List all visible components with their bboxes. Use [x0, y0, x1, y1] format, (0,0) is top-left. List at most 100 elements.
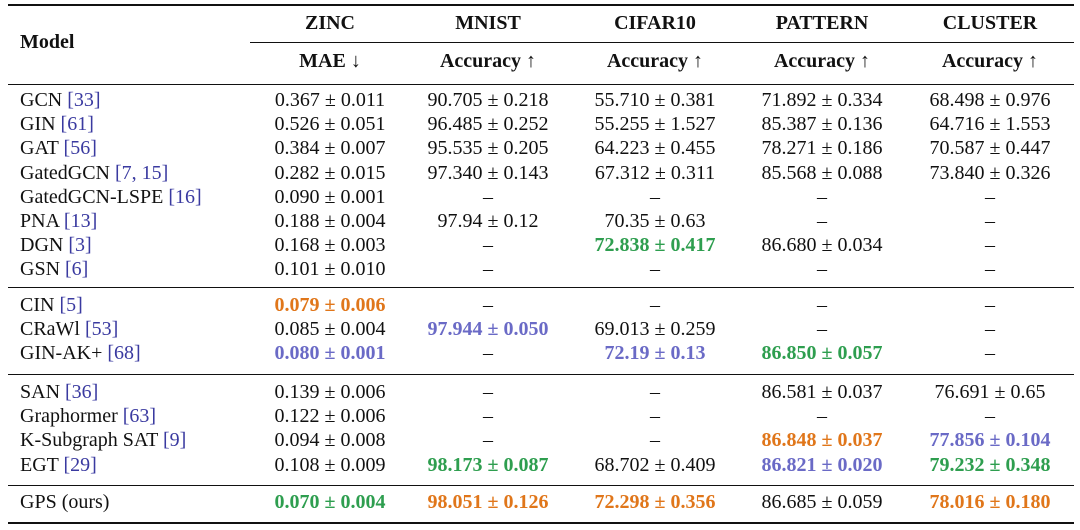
column-header: CLUSTER [942, 12, 1038, 34]
value-cell: – [985, 342, 995, 365]
value-cell: – [483, 405, 493, 428]
model-cell: PNA [13] [20, 209, 97, 233]
header-mid-rule [250, 42, 1074, 43]
model-cell: GSN [6] [20, 257, 88, 281]
value-cell: – [483, 342, 493, 365]
value-cell: – [817, 318, 827, 341]
column-header: ZINC [304, 12, 356, 34]
model-cell: K-Subgraph SAT [9] [20, 428, 186, 452]
citation: [13] [63, 210, 98, 232]
value-cell: 70.35 ± 0.63 [604, 210, 706, 232]
highlighted-value-cell: 0.080 ± 0.001 [274, 342, 386, 365]
model-cell: GIN-AK+ [68] [20, 341, 141, 365]
column-header: CIFAR10 [614, 12, 696, 34]
value-cell: 0.139 ± 0.006 [274, 381, 386, 403]
value-cell: – [483, 429, 493, 452]
citation: [29] [63, 453, 97, 476]
model-cell: GIN [61] [20, 112, 94, 136]
value-cell: 68.702 ± 0.409 [594, 453, 716, 476]
model-name: GIN-AK+ [20, 342, 103, 365]
highlighted-value-cell: 72.298 ± 0.356 [594, 491, 716, 513]
value-cell: – [985, 210, 995, 232]
column-metric: Accuracy ↑ [773, 50, 871, 72]
model-name: DGN [20, 234, 64, 257]
value-cell: – [650, 381, 660, 403]
model-name: K-Subgraph SAT [20, 429, 158, 452]
value-cell: – [650, 429, 660, 452]
value-cell: 0.090 ± 0.001 [274, 185, 386, 208]
value-cell: – [483, 381, 493, 403]
value-cell: 0.282 ± 0.015 [274, 161, 386, 184]
value-cell: 0.122 ± 0.006 [274, 405, 386, 428]
highlighted-value-cell: 97.944 ± 0.050 [427, 318, 549, 341]
value-cell: 0.526 ± 0.051 [274, 113, 386, 136]
value-cell: 78.271 ± 0.186 [761, 137, 883, 160]
value-cell: 73.840 ± 0.326 [929, 161, 1051, 184]
citation: [53] [85, 318, 119, 341]
highlighted-value-cell: 72.838 ± 0.417 [594, 234, 716, 257]
highlighted-value-cell: 77.856 ± 0.104 [929, 429, 1051, 452]
citation: [16] [168, 185, 202, 208]
highlighted-value-cell: 78.016 ± 0.180 [929, 491, 1051, 513]
highlighted-value-cell: 86.850 ± 0.057 [761, 342, 883, 365]
value-cell: – [650, 258, 660, 281]
value-cell: 0.168 ± 0.003 [274, 234, 386, 257]
value-cell: – [985, 318, 995, 341]
value-cell: 64.716 ± 1.553 [929, 113, 1051, 136]
citation: [61] [60, 113, 94, 136]
model-name: GAT [20, 137, 59, 160]
value-cell: 90.705 ± 0.218 [427, 89, 549, 111]
model-name: CIN [20, 294, 55, 316]
model-name: CRaWl [20, 318, 80, 341]
value-cell: 67.312 ± 0.311 [594, 161, 716, 184]
value-cell: 0.101 ± 0.010 [274, 258, 386, 281]
citation: [33] [67, 89, 101, 111]
model-name: GatedGCN-LSPE [20, 185, 164, 208]
value-cell: 85.387 ± 0.136 [761, 113, 883, 136]
model-name: GatedGCN [20, 161, 110, 184]
citation: [5] [59, 294, 83, 316]
value-cell: 86.581 ± 0.037 [761, 381, 883, 403]
model-name: Graphormer [20, 405, 118, 428]
value-cell: 71.892 ± 0.334 [761, 89, 883, 111]
group-rule [8, 374, 1074, 375]
model-cell: GAT [56] [20, 136, 97, 160]
value-cell: 64.223 ± 0.455 [594, 137, 716, 160]
value-cell: – [650, 185, 660, 208]
column-metric: Accuracy ↑ [439, 50, 537, 72]
value-cell: – [483, 258, 493, 281]
value-cell: – [483, 234, 493, 257]
value-cell: 0.384 ± 0.007 [274, 137, 386, 160]
model-name: GSN [20, 258, 61, 281]
highlighted-value-cell: 0.070 ± 0.004 [274, 491, 386, 513]
value-cell: – [985, 185, 995, 208]
model-name: EGT [20, 453, 59, 476]
value-cell: – [817, 185, 827, 208]
column-header: MNIST [455, 12, 521, 34]
model-cell: GatedGCN-LSPE [16] [20, 185, 202, 209]
citation: [63] [122, 405, 157, 428]
highlighted-value-cell: 86.848 ± 0.037 [761, 429, 883, 452]
value-cell: 97.340 ± 0.143 [427, 161, 549, 184]
model-name: PNA [20, 210, 59, 232]
value-cell: – [650, 405, 660, 428]
model-name: GIN [20, 113, 56, 136]
value-cell: 0.188 ± 0.004 [274, 210, 386, 232]
highlighted-value-cell: 98.173 ± 0.087 [427, 453, 549, 476]
model-cell: CIN [5] [20, 293, 83, 317]
value-cell: 0.108 ± 0.009 [274, 453, 386, 476]
highlighted-value-cell: 79.232 ± 0.348 [929, 453, 1051, 476]
value-cell: – [985, 405, 995, 428]
column-metric: Accuracy ↑ [606, 50, 704, 72]
value-cell: – [817, 405, 827, 428]
group-rule [8, 485, 1074, 486]
citation: [36] [65, 381, 99, 403]
value-cell: 85.568 ± 0.088 [761, 161, 883, 184]
bottom-rule [8, 522, 1074, 524]
model-name: GCN [20, 89, 63, 111]
value-cell: 86.680 ± 0.034 [761, 234, 883, 257]
value-cell: – [817, 210, 827, 232]
model-name: SAN [20, 381, 61, 403]
header-rule [8, 84, 1074, 85]
model-cell: CRaWl [53] [20, 317, 118, 341]
